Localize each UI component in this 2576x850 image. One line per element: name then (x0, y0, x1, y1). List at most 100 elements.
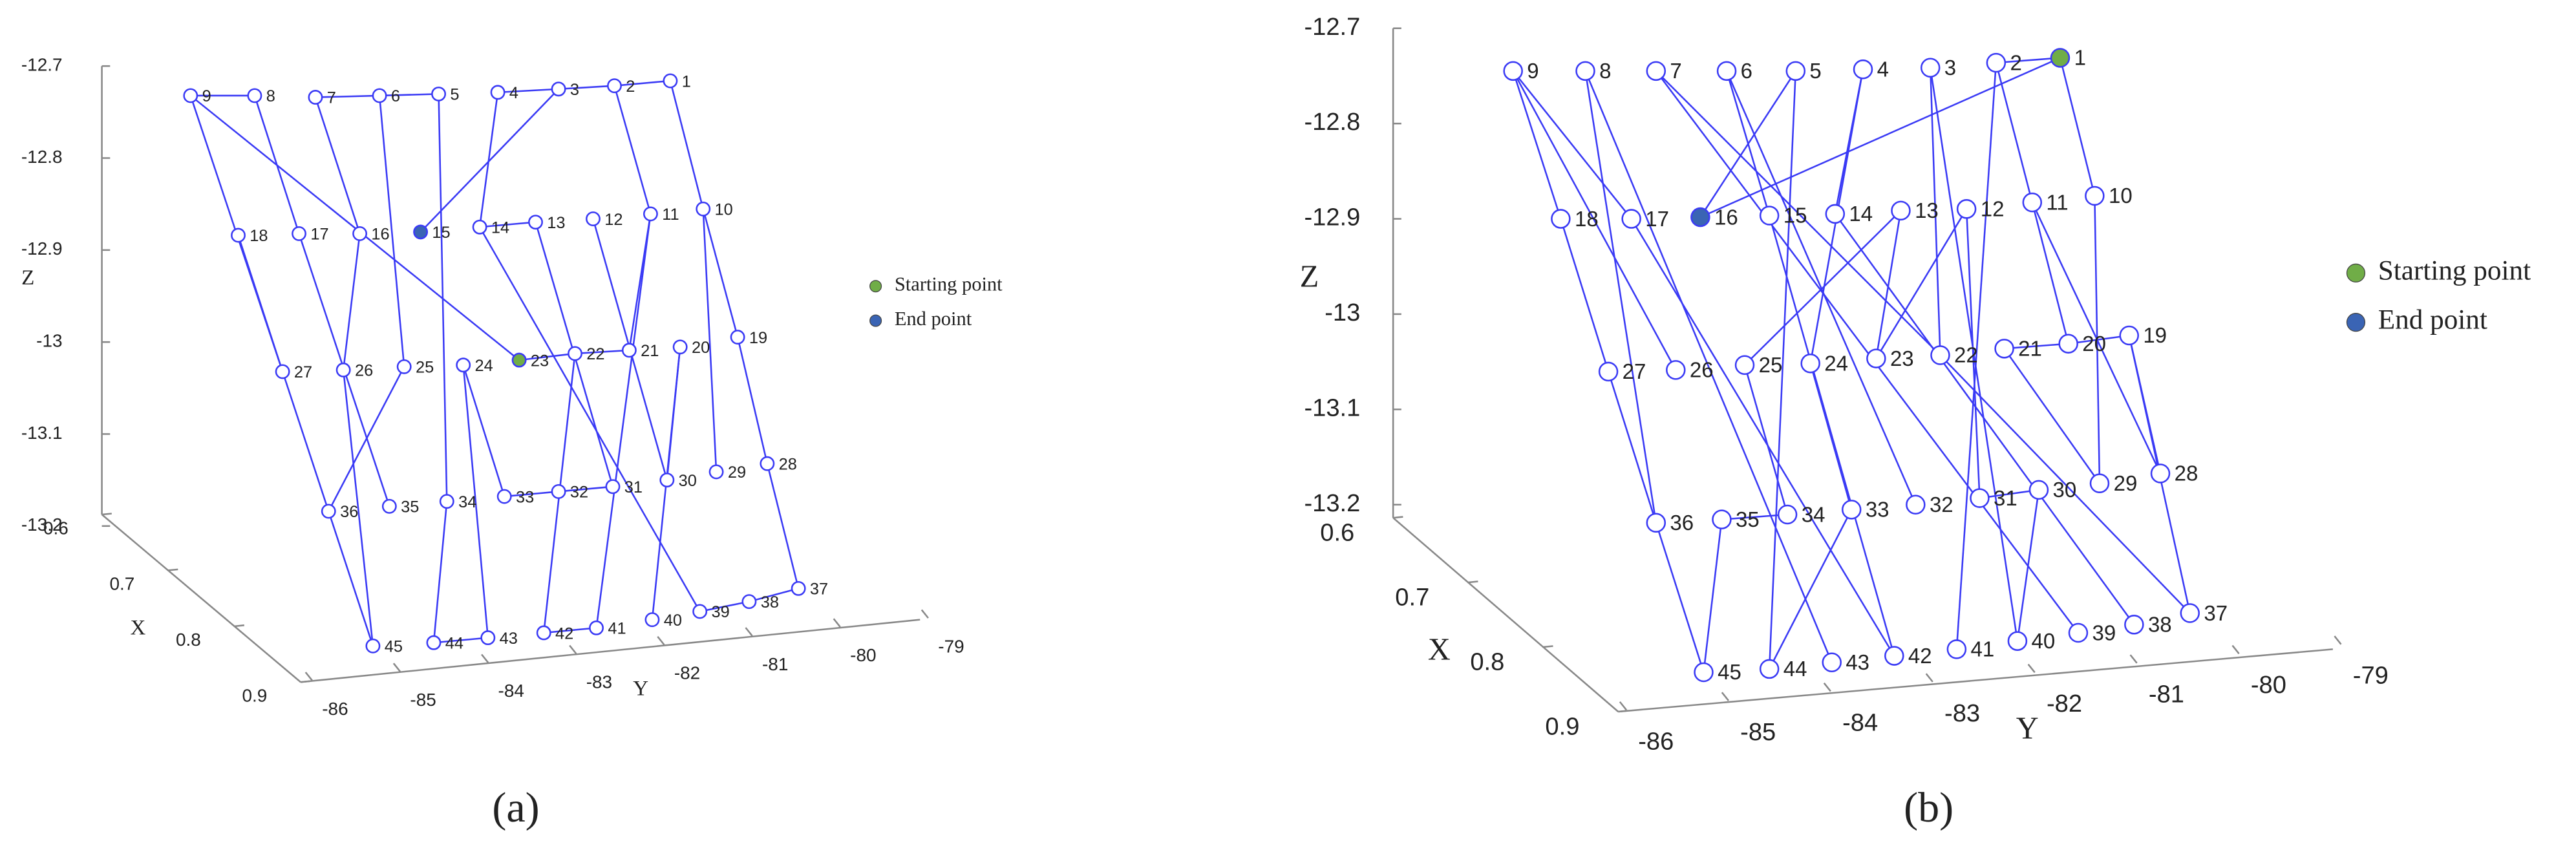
point-marker (1930, 345, 1950, 365)
point-marker (1759, 659, 1780, 679)
path-segment (1725, 70, 1771, 216)
point-label: 32 (1930, 493, 1953, 516)
point-label: 28 (2175, 462, 2198, 485)
point-label: 34 (1802, 502, 1826, 526)
point-marker (568, 346, 582, 361)
point-label: 29 (2114, 471, 2138, 495)
point-label: 15 (1783, 204, 1807, 228)
x-tick (1393, 516, 1403, 519)
path-segment (1875, 210, 1902, 359)
point-marker (605, 479, 621, 494)
point-label: 30 (2053, 478, 2077, 502)
path-segment (314, 97, 361, 234)
point-label: 22 (1954, 343, 1978, 367)
path-segment (2003, 348, 2101, 484)
path-segment (1996, 57, 2061, 64)
point-label: 18 (1575, 207, 1599, 231)
point-label: 19 (2143, 323, 2167, 347)
point-label: 3 (570, 81, 579, 99)
path-segment (2068, 334, 2129, 345)
point-label: 26 (355, 362, 373, 380)
z-axis-label: Z (21, 266, 34, 290)
point-marker (2028, 480, 2049, 500)
y-tick-label: -79 (2353, 662, 2389, 690)
point-label: 8 (1599, 59, 1611, 83)
point-label: 2 (626, 78, 635, 96)
y-tick-label: -84 (498, 681, 524, 701)
path-segment (379, 93, 439, 97)
point-marker (1734, 355, 1755, 375)
path-segment (1725, 70, 1917, 505)
z-tick-label: -12.7 (1304, 13, 1360, 41)
point-label: 40 (664, 611, 682, 630)
y-tick (2334, 635, 2342, 645)
path-segment (479, 221, 536, 228)
y-tick (1619, 701, 1628, 711)
path-segment (1744, 209, 1902, 366)
path-segment (462, 365, 506, 497)
point-label: 43 (1846, 650, 1869, 674)
path-segment (497, 88, 559, 94)
point-label: 6 (1741, 59, 1752, 83)
point-label: 5 (450, 86, 459, 104)
point-marker (1841, 500, 1862, 520)
x-tick-label: 0.8 (176, 630, 201, 650)
point-marker (480, 630, 496, 646)
legend-label: Starting point (895, 273, 1003, 295)
point-label: 42 (555, 624, 573, 643)
panel: -12.7 -12.8 -12.9 -13 -13.1 -13.20.6 0.7 0.8 0.9… (1300, 13, 2531, 831)
point-marker (352, 226, 368, 241)
legend-label: End point (895, 308, 972, 330)
point-marker (472, 219, 487, 235)
point-label: 38 (2148, 613, 2172, 637)
point-marker (1712, 509, 1732, 529)
path-segment (749, 588, 799, 602)
path-segment (237, 235, 284, 372)
path-segment (1560, 218, 1610, 372)
path-segment (1965, 209, 1981, 498)
path-segment (1512, 70, 1562, 219)
point-label: 18 (250, 227, 268, 245)
path-segment (342, 233, 361, 370)
point-marker (551, 81, 566, 97)
path-segment (559, 85, 615, 90)
y-tick-label: -85 (1740, 718, 1776, 746)
point-marker (2050, 48, 2070, 68)
point-label: 6 (391, 87, 400, 105)
point-label: 44 (445, 635, 463, 653)
point-marker (1853, 59, 1873, 80)
y-axis (300, 619, 921, 683)
path-segment (2004, 343, 2069, 350)
point-label: 35 (401, 498, 419, 516)
point-marker (1822, 652, 1842, 672)
y-tick-label: -81 (762, 654, 788, 674)
point-marker (708, 464, 724, 480)
point-label: 31 (1994, 486, 2017, 510)
point-marker (644, 612, 660, 628)
point-marker (607, 78, 622, 94)
x-tick-label: 0.8 (1470, 648, 1504, 675)
point-label: 31 (624, 478, 643, 496)
point-label: 14 (1849, 202, 1873, 226)
panel-caption: (a) (492, 784, 539, 831)
path-segment (1809, 363, 1853, 510)
point-marker (456, 357, 471, 373)
z-tick-label: -13.2 (1304, 489, 1360, 517)
point-marker (536, 625, 551, 641)
point-marker (696, 201, 711, 217)
z-tick-label: -12.9 (1304, 204, 1360, 231)
point-marker (1621, 209, 1641, 229)
point-label: 8 (266, 87, 275, 105)
point-marker (760, 456, 775, 471)
point-label: 4 (1877, 58, 1889, 81)
point-marker (672, 339, 688, 355)
point-label: 13 (547, 214, 565, 232)
path-segment (558, 485, 613, 493)
point-marker (1646, 513, 1666, 533)
point-label: 10 (715, 201, 733, 219)
point-marker (275, 364, 290, 379)
point-label: 39 (711, 603, 729, 621)
y-axis (1618, 648, 2333, 713)
x-tick-label: 0.9 (242, 686, 268, 706)
path-segment (1655, 70, 2079, 633)
